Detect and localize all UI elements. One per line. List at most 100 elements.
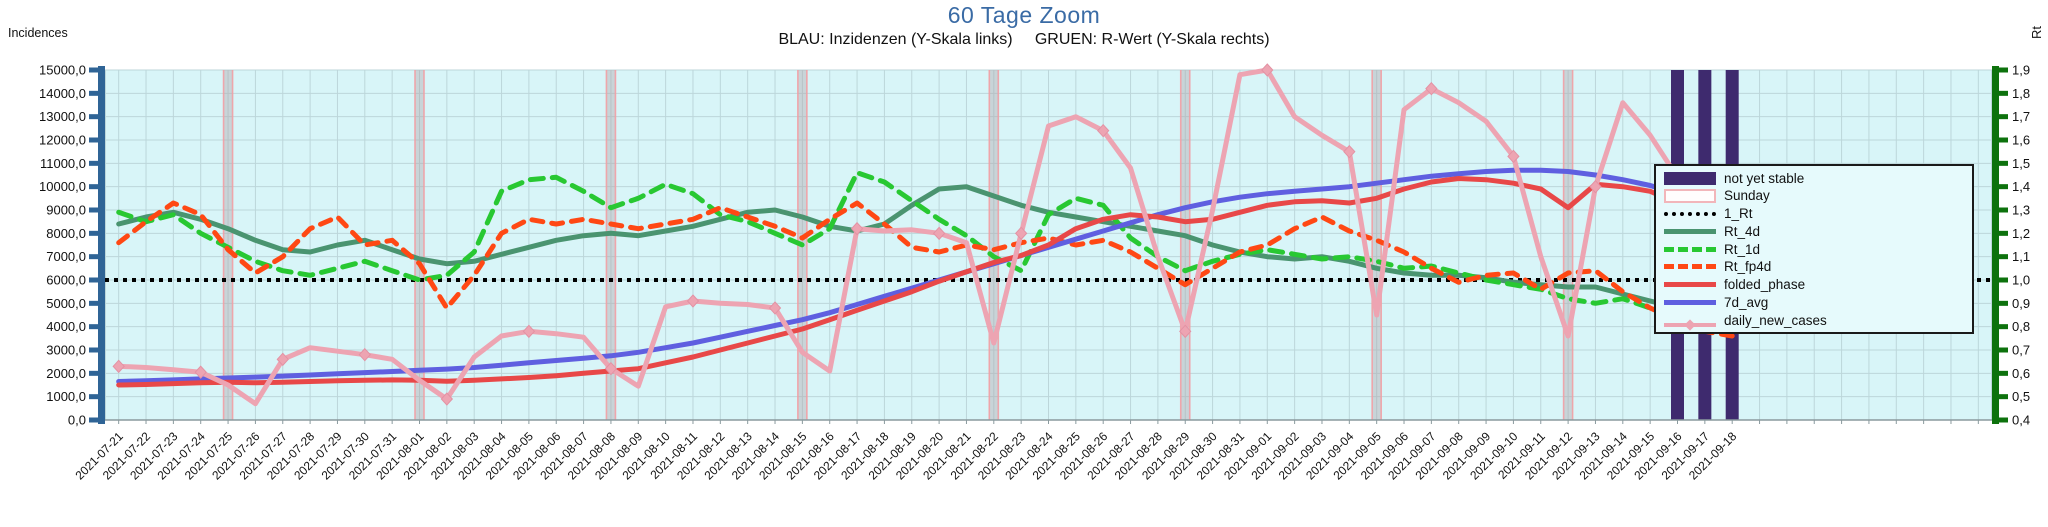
left-axis-tick <box>89 300 98 306</box>
sunday-band <box>1372 70 1382 420</box>
legend-item-folded-phase: folded_phase <box>1664 277 1964 293</box>
legend-swatch <box>1664 282 1716 287</box>
legend-swatch <box>1664 264 1716 270</box>
series-daily_new_cases-marker <box>1179 324 1192 339</box>
right-axis-tick <box>1999 114 2008 120</box>
left-axis-line <box>98 66 105 424</box>
left-axis-tick-label: 12000,0 <box>39 133 86 148</box>
left-axis-tick-label: 4000,0 <box>46 319 86 334</box>
legend-label: Rt_4d <box>1724 223 1761 239</box>
left-axis-tick-label: 3000,0 <box>46 343 86 358</box>
left-axis-tick-label: 1000,0 <box>46 389 86 404</box>
series-daily_new_cases-marker <box>1589 179 1602 194</box>
left-axis-tick-label: 14000,0 <box>39 86 86 101</box>
legend-swatch <box>1664 211 1716 216</box>
legend-label: daily_new_cases <box>1724 312 1827 328</box>
right-axis-tick-label: 1,6 <box>2012 133 2030 148</box>
legend-item-sunday: Sunday <box>1664 188 1964 204</box>
right-axis-tick-label: 1,7 <box>2012 109 2030 124</box>
series-daily_new_cases-marker <box>768 301 782 315</box>
series-Rt_fp4d <box>116 200 1735 339</box>
legend-label: not yet stable <box>1724 170 1805 186</box>
legend-item-daily-new-cases: daily_new_cases <box>1664 312 1964 331</box>
legend-swatch <box>1664 246 1716 252</box>
legend-label: Rt_fp4d <box>1724 259 1772 275</box>
series-daily_new_cases-marker <box>1014 226 1028 241</box>
chart-subtitle: BLAU: Inzidenzen (Y-Skala links) GRUEN: … <box>778 31 1270 48</box>
legend-box: not yet stable Sunday 1_Rt Rt_4d Rt_1d Rt_fp4… <box>1654 164 1974 334</box>
right-axis-tick-label: 0,6 <box>2012 366 2030 381</box>
right-axis-tick <box>1999 370 2008 376</box>
legend-label: 1_Rt <box>1724 206 1753 221</box>
sunday-band <box>1563 70 1573 420</box>
left-axis-tick-label: 2000,0 <box>46 366 86 381</box>
right-axis-tick <box>1999 324 2008 330</box>
sunday-band <box>1180 70 1190 420</box>
left-axis-tick <box>89 277 98 283</box>
right-axis-tick <box>1999 394 2008 400</box>
right-axis-tick-label: 1,5 <box>2012 156 2030 171</box>
left-axis-tick <box>89 370 98 376</box>
left-axis-tick <box>89 347 98 353</box>
left-axis-tick <box>89 230 98 236</box>
legend-swatch <box>1664 228 1716 234</box>
legend-item-7d-avg: 7d_avg <box>1664 294 1964 310</box>
right-axis-tick-label: 0,9 <box>2012 296 2030 311</box>
right-axis-tick <box>1999 90 2008 96</box>
left-axis-tick-label: 7000,0 <box>46 249 86 264</box>
series-daily_new_cases-marker <box>194 365 207 379</box>
left-axis-tick <box>89 417 98 423</box>
right-axis-tick-label: 0,7 <box>2012 343 2030 358</box>
left-axis-tick <box>89 160 98 166</box>
left-axis-tick <box>89 184 98 190</box>
right-axis-tick <box>1999 207 2008 213</box>
right-axis-tick <box>1999 160 2008 166</box>
legend-item-rt-4d: Rt_4d <box>1664 223 1964 239</box>
series-daily_new_cases-marker <box>1425 81 1438 96</box>
right-axis-tick-label: 1,3 <box>2012 203 2030 218</box>
right-axis-tick-label: 1,2 <box>2012 226 2030 241</box>
right-axis-tick <box>1999 230 2008 236</box>
left-axis-tick <box>89 324 98 330</box>
right-axis-tick <box>1999 347 2008 353</box>
right-axis-tick-label: 1,8 <box>2012 86 2030 101</box>
legend-label: Rt_1d <box>1724 241 1761 257</box>
right-axis-tick <box>1999 277 2008 283</box>
legend-swatch <box>1664 299 1716 305</box>
legend-label: 7d_avg <box>1724 294 1769 310</box>
left-axis-tick-label: 0,0 <box>68 413 86 428</box>
right-axis-tick <box>1999 137 2008 143</box>
sunday-band <box>415 70 424 420</box>
chart-title: 60 Tage Zoom <box>947 2 1101 28</box>
right-axis-tick <box>1999 67 2008 73</box>
series-daily_new_cases-marker <box>358 347 371 362</box>
legend-item-not-yet-stable: not yet stable <box>1664 170 1964 186</box>
left-axis-tick-label: 5000,0 <box>46 296 86 311</box>
series-daily_new_cases-marker <box>522 324 536 339</box>
left-axis-title: Incidences <box>8 26 68 40</box>
legend-swatch <box>1664 188 1716 203</box>
right-axis-tick-label: 1,1 <box>2012 249 2030 264</box>
series-daily_new_cases-marker <box>686 294 700 308</box>
left-axis-tick-label: 9000,0 <box>46 203 86 218</box>
series-daily_new_cases-marker <box>276 352 289 367</box>
legend-label: Sunday <box>1724 188 1770 204</box>
left-axis-tick <box>89 207 98 213</box>
left-axis-tick-label: 8000,0 <box>46 226 86 241</box>
series-folded_phase <box>116 176 1735 388</box>
left-axis-tick <box>89 394 98 400</box>
right-axis-tick <box>1999 254 2008 260</box>
legend-label: folded_phase <box>1724 277 1806 292</box>
series-daily_new_cases-marker <box>1507 149 1520 164</box>
right-axis-tick <box>1999 184 2008 190</box>
right-axis-tick <box>1999 300 2008 306</box>
right-axis-tick-label: 1,9 <box>2012 63 2030 78</box>
right-axis-line <box>1992 66 1999 424</box>
series-daily_new_cases-marker <box>440 392 454 406</box>
series-daily_new_cases-marker <box>1261 63 1274 77</box>
legend-item-rt-fp4d: Rt_fp4d <box>1664 259 1964 275</box>
left-axis-tick <box>89 114 98 120</box>
series-Rt_1d <box>116 170 1735 323</box>
sunday-band <box>606 70 616 420</box>
